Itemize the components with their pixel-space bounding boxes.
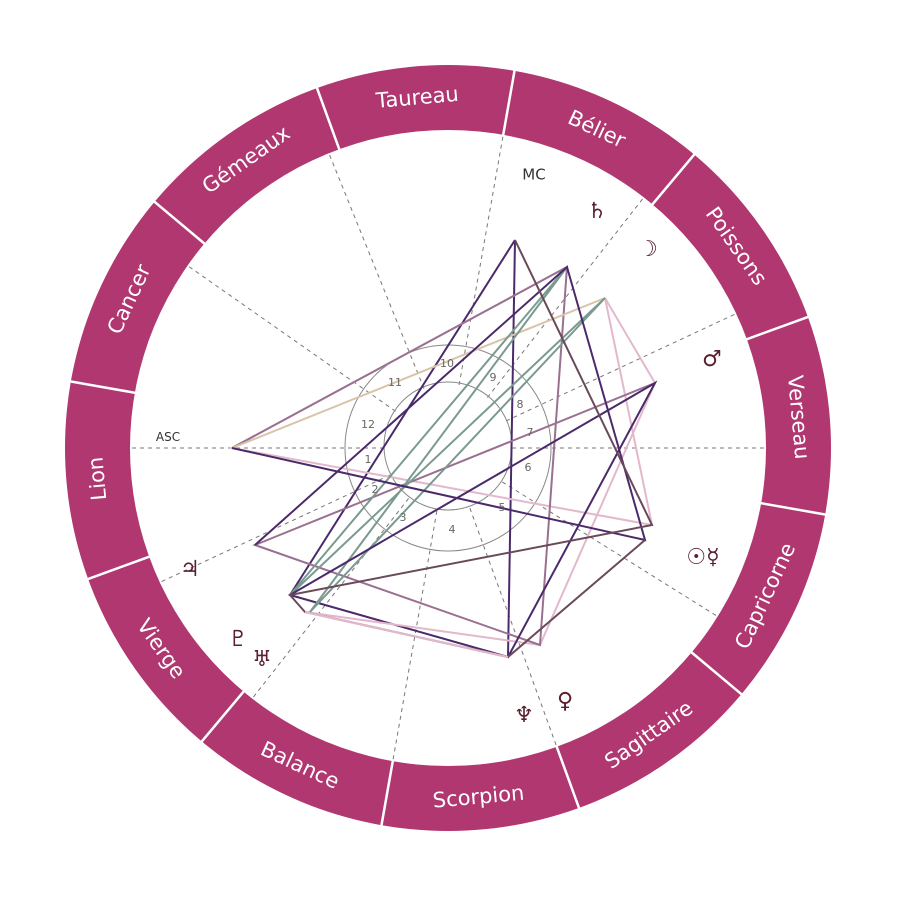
planet-glyph: ♀ <box>557 689 573 714</box>
sign-divider <box>650 152 697 207</box>
sign-divider <box>152 199 207 246</box>
sign-divider <box>744 315 811 342</box>
sign-divider <box>379 758 395 828</box>
house-cusp <box>392 510 438 760</box>
house-number: 10 <box>440 357 454 370</box>
house-cusp <box>329 154 425 389</box>
sign-divider <box>199 689 246 744</box>
aspect-line <box>231 297 606 449</box>
aspect-line <box>231 265 647 546</box>
sign-label: Lion <box>83 456 111 502</box>
house-number: 1 <box>365 453 372 466</box>
house-cusp <box>469 507 557 746</box>
house-number: 7 <box>527 426 534 439</box>
sign-divider <box>758 501 828 517</box>
house-cusp <box>161 474 391 583</box>
aspect-line <box>288 239 654 659</box>
aspect-lines <box>229 239 658 659</box>
planet-glyph: ☉☿ <box>686 545 719 570</box>
mc-label: MC <box>522 166 545 184</box>
house-cusp <box>458 136 504 386</box>
chart-disc <box>130 130 766 766</box>
house-number: 11 <box>388 376 402 389</box>
aspect-line <box>289 380 658 658</box>
sign-divider <box>85 554 152 581</box>
house-number: 3 <box>400 511 407 524</box>
house-number: 2 <box>372 483 379 496</box>
house-cusps <box>132 136 764 760</box>
planet-glyph: ♂ <box>702 347 722 372</box>
house-number: 4 <box>449 523 456 536</box>
house-number: 12 <box>361 418 375 431</box>
aspect-line <box>231 265 656 647</box>
house-number: 5 <box>499 501 506 514</box>
house-number: 6 <box>525 461 532 474</box>
sign-divider <box>315 85 342 152</box>
planet-glyph: ♅ <box>252 647 272 672</box>
planet-glyph: ☽ <box>638 237 658 262</box>
sign-divider <box>501 68 517 138</box>
planet-glyph: ♆ <box>514 703 534 728</box>
aspect-line <box>304 611 509 658</box>
sign-divider <box>68 379 138 395</box>
house-cusp <box>253 498 409 698</box>
planet-glyph: ♄ <box>587 199 607 224</box>
house-cusp <box>188 266 396 412</box>
house-cusp <box>505 313 735 422</box>
planet-glyph: ♇ <box>228 627 248 652</box>
asc-label: ASC <box>156 430 180 444</box>
sign-divider <box>554 744 581 811</box>
sign-divider <box>689 650 744 697</box>
sign-dividers <box>68 68 828 828</box>
house-number: 8 <box>517 398 524 411</box>
planet-glyph: ♃ <box>180 557 200 582</box>
house-number: 9 <box>490 371 497 384</box>
